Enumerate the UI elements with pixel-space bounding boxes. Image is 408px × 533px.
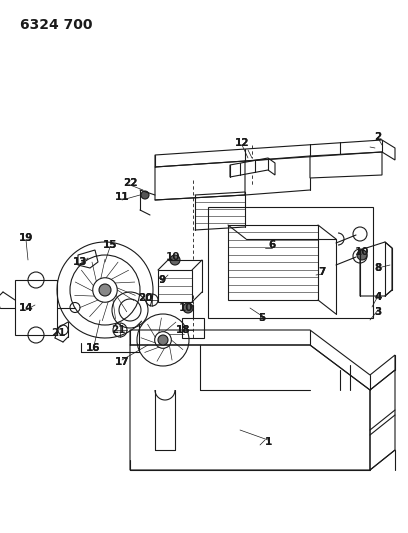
Text: 16: 16 [86,343,100,353]
Text: 16: 16 [86,343,100,353]
Text: 19: 19 [19,233,33,243]
Bar [208,207,373,318]
Text: 4: 4 [374,292,382,302]
Text: 18: 18 [176,325,190,335]
Text: 3: 3 [375,307,381,317]
Text: 21: 21 [51,328,65,338]
Circle shape [99,284,111,296]
Bar [158,270,192,302]
Text: 7: 7 [318,267,326,277]
Text: 10: 10 [166,252,180,262]
Text: 2: 2 [375,132,381,142]
Bar [15,280,57,335]
Text: 13: 13 [73,257,87,267]
Text: 7: 7 [318,267,326,277]
Text: 17: 17 [115,357,129,367]
Text: 1: 1 [264,437,272,447]
Text: 22: 22 [123,178,137,188]
Circle shape [170,255,180,265]
Text: 1: 1 [264,437,272,447]
Text: 19: 19 [19,233,33,243]
Text: 22: 22 [123,178,137,188]
Text: 17: 17 [115,357,129,367]
Text: 6: 6 [268,240,276,250]
Text: 20: 20 [138,293,152,303]
Text: 4: 4 [374,292,382,302]
Text: 12: 12 [235,138,249,148]
Text: 5: 5 [258,313,266,323]
Text: 6324 700: 6324 700 [20,18,93,32]
Text: 8: 8 [375,263,381,273]
Text: 14: 14 [19,303,33,313]
Text: 10: 10 [355,247,369,257]
Text: 15: 15 [103,240,117,250]
Text: 12: 12 [235,138,249,148]
Bar [182,318,204,338]
Text: 10: 10 [179,303,193,313]
Text: 18: 18 [176,325,190,335]
Text: 13: 13 [73,257,87,267]
Circle shape [158,335,168,345]
Text: 8: 8 [375,263,381,273]
Circle shape [357,250,367,260]
Text: 15: 15 [103,240,117,250]
Text: 20: 20 [138,293,152,303]
Text: 21: 21 [111,325,125,335]
Text: 5: 5 [258,313,266,323]
Circle shape [141,191,149,199]
Text: 9: 9 [158,275,166,285]
Text: 3: 3 [375,307,381,317]
Text: 11: 11 [115,192,129,202]
Text: 6: 6 [268,240,276,250]
Text: 2: 2 [375,132,381,142]
Text: 14: 14 [19,303,33,313]
Text: 9: 9 [158,275,166,285]
Text: 11: 11 [115,192,129,202]
Circle shape [183,303,193,313]
Bar [228,225,318,300]
